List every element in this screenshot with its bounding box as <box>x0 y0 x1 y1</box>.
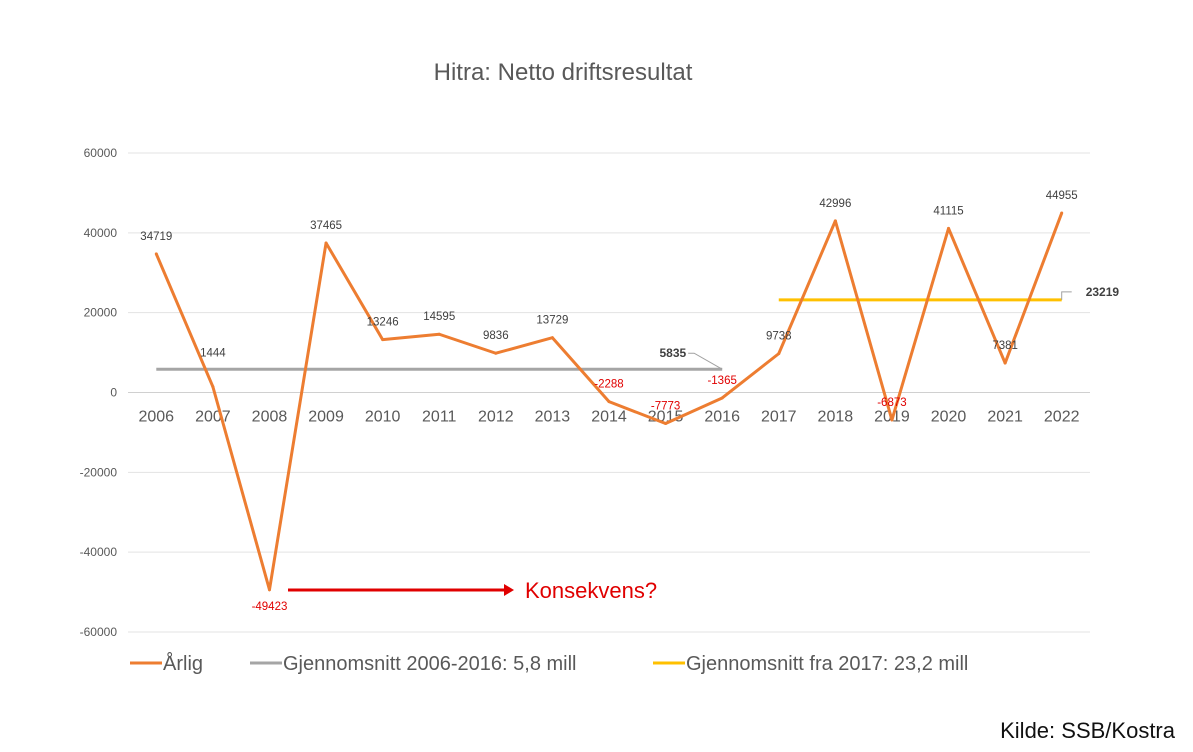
y-tick-label: 0 <box>110 386 117 400</box>
data-point <box>833 219 837 223</box>
x-tick-label: 2007 <box>195 409 231 426</box>
annotation-text: Konsekvens? <box>525 578 657 603</box>
y-tick-label: 60000 <box>84 146 118 160</box>
data-point <box>890 418 894 422</box>
data-point <box>154 252 158 256</box>
data-label: -49423 <box>252 601 288 613</box>
data-label: 1444 <box>200 348 226 360</box>
data-label: 14595 <box>423 311 455 323</box>
average-lines: 5835 23219 <box>156 285 1120 371</box>
data-point <box>494 351 498 355</box>
average-label: 5835 <box>659 346 686 360</box>
legend-label: Gjennomsnitt 2006-2016: 5,8 mill <box>283 653 577 675</box>
x-tick-label: 2008 <box>252 409 288 426</box>
x-tick-label: 2009 <box>308 409 344 426</box>
y-axis-ticks: 60000 40000 20000 0 -20000 -40000 -60000 <box>80 146 118 639</box>
data-labels: 34719 1444 -49423 37465 13246 14595 9836 13729 -… <box>140 190 1077 613</box>
average-label-leader <box>1061 291 1072 300</box>
data-point <box>267 588 271 592</box>
data-label: -7773 <box>651 401 680 413</box>
x-tick-label: 2017 <box>761 409 797 426</box>
data-label: 41115 <box>933 205 963 217</box>
data-label: 13729 <box>536 315 568 327</box>
legend-label: Årlig <box>163 652 203 675</box>
data-label: -2288 <box>594 379 623 391</box>
data-label: 37465 <box>310 220 342 232</box>
data-point <box>664 422 668 426</box>
x-tick-label: 2011 <box>422 409 457 426</box>
data-point <box>947 226 951 230</box>
legend: Årlig Gjennomsnitt 2006-2016: 5,8 mill Gje… <box>130 652 968 675</box>
series-arlig <box>154 211 1064 592</box>
x-tick-label: 2021 <box>987 409 1023 426</box>
data-point <box>607 400 611 404</box>
data-point <box>324 241 328 245</box>
annotation-arrow-head <box>504 584 514 596</box>
y-tick-label: -40000 <box>80 545 118 559</box>
data-label: 7381 <box>992 340 1018 352</box>
average-label-leader <box>688 352 723 370</box>
y-tick-label: -20000 <box>80 465 118 479</box>
data-label: 42996 <box>819 198 851 210</box>
data-point <box>1003 361 1007 365</box>
legend-label: Gjennomsnitt fra 2017: 23,2 mill <box>686 653 968 675</box>
x-tick-label: 2010 <box>365 409 401 426</box>
x-axis-ticks: 2006 2007 2008 2009 2010 2011 2012 2013 2014 2015… <box>138 409 1079 426</box>
average-label: 23219 <box>1086 285 1120 299</box>
x-tick-label: 2020 <box>931 409 967 426</box>
data-label: 44955 <box>1046 190 1078 202</box>
data-label: 34719 <box>140 231 172 243</box>
data-label: 9836 <box>483 330 509 342</box>
data-label: 13246 <box>367 317 399 329</box>
x-tick-label: 2016 <box>704 409 740 426</box>
x-tick-label: 2013 <box>535 409 571 426</box>
y-tick-label: 40000 <box>84 226 118 240</box>
data-point <box>1060 211 1064 215</box>
x-tick-label: 2022 <box>1044 409 1080 426</box>
x-tick-label: 2006 <box>138 409 174 426</box>
data-point <box>437 332 441 336</box>
x-tick-label: 2014 <box>591 409 627 426</box>
data-point <box>211 385 215 389</box>
data-point <box>720 396 724 400</box>
annotation: Konsekvens? <box>288 578 657 603</box>
chart-title: Hitra: Netto driftsresultat <box>434 59 693 86</box>
data-point <box>777 352 781 356</box>
x-tick-label: 2018 <box>818 409 854 426</box>
y-tick-label: -60000 <box>80 625 118 639</box>
y-tick-label: 20000 <box>84 306 118 320</box>
source-note: Kilde: SSB/Kostra <box>1000 718 1175 743</box>
x-tick-label: 2012 <box>478 409 514 426</box>
data-point <box>381 338 385 342</box>
data-point <box>550 336 554 340</box>
gridlines <box>128 152 1090 633</box>
data-label: 9738 <box>766 331 792 343</box>
data-label: -1365 <box>707 375 736 387</box>
data-label: -6873 <box>877 397 906 409</box>
